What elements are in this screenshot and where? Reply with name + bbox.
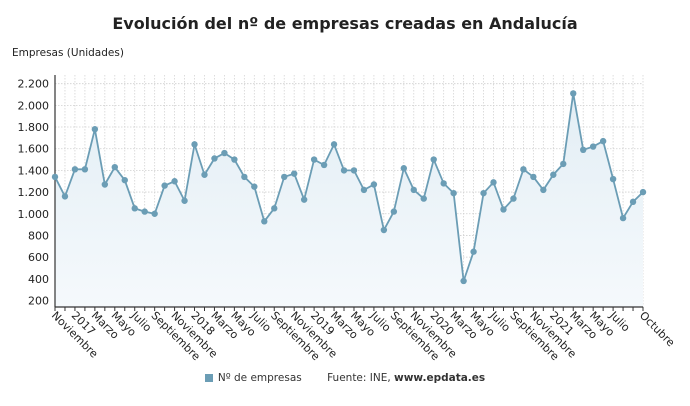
data-point [400, 165, 408, 172]
data-point [440, 180, 447, 187]
source-prefix: Fuente: INE, [327, 372, 395, 384]
data-point [221, 149, 228, 157]
data-point [181, 197, 188, 204]
data-point [450, 189, 457, 197]
data-point [211, 155, 218, 162]
data-point [390, 208, 398, 215]
y-tick-label: 800 [28, 229, 49, 242]
chart-title: Evolución del nº de empresas creadas en … [112, 14, 578, 33]
data-point [191, 141, 198, 148]
data-point [241, 173, 248, 181]
data-point [171, 178, 178, 185]
x-tick-label: Octubre [637, 309, 677, 349]
data-point [619, 214, 627, 222]
data-point [290, 170, 298, 177]
data-point [420, 195, 427, 202]
data-point [101, 181, 109, 188]
legend: Nº de empresas Fuente: INE, www.epdata.e… [0, 372, 690, 384]
data-point [161, 182, 168, 189]
source-text: Fuente: INE, www.epdata.es [327, 372, 485, 384]
data-point [81, 166, 89, 173]
data-point [510, 195, 517, 202]
data-point [490, 179, 497, 186]
data-point [410, 186, 417, 194]
data-point [550, 171, 557, 178]
source-site: www.epdata.es [394, 372, 486, 384]
data-point [480, 189, 487, 197]
data-point [340, 167, 348, 174]
legend-label: Nº de empresas [217, 372, 302, 384]
y-tick-label: 2.000 [18, 99, 50, 112]
data-point [570, 90, 577, 97]
data-point [131, 205, 138, 212]
data-point [500, 206, 507, 213]
data-point [520, 166, 527, 173]
y-tick-label: 2.200 [18, 78, 50, 91]
data-point [261, 218, 268, 225]
data-point [370, 181, 378, 188]
data-point [540, 186, 547, 194]
data-point [560, 160, 567, 168]
data-point [271, 205, 278, 212]
data-point [121, 176, 128, 184]
data-point [141, 208, 148, 215]
data-point [470, 248, 477, 255]
y-tick-label: 1.000 [18, 208, 50, 221]
data-point [71, 166, 79, 173]
area-fill [55, 93, 643, 308]
data-point [51, 173, 59, 181]
data-point [91, 126, 99, 133]
data-point [300, 196, 308, 203]
data-point [350, 167, 358, 174]
data-point [380, 226, 388, 234]
y-tick-label: 1.400 [18, 164, 50, 177]
data-point [580, 146, 587, 154]
y-tick-label: 1.600 [18, 143, 50, 156]
data-point [281, 173, 288, 181]
data-point [320, 161, 328, 169]
data-point [61, 193, 69, 200]
data-point [201, 171, 208, 178]
data-point [609, 175, 617, 183]
data-point [530, 173, 537, 181]
data-point [460, 277, 467, 285]
y-axis-label: Empresas (Unidades) [12, 47, 124, 59]
legend-swatch [204, 374, 213, 382]
y-tick-label: 400 [28, 273, 49, 286]
data-point [231, 156, 238, 163]
data-point [599, 137, 607, 145]
data-point [360, 186, 368, 194]
data-point [151, 210, 158, 217]
y-tick-label: 1.800 [18, 121, 50, 134]
data-point [589, 143, 597, 150]
data-point [430, 156, 437, 163]
data-point [111, 163, 118, 171]
y-tick-label: 600 [28, 251, 49, 264]
data-point [629, 198, 637, 206]
data-point [639, 188, 647, 196]
y-tick-label: 1.200 [18, 186, 50, 199]
data-point [330, 141, 338, 148]
data-point [310, 156, 318, 163]
data-point [251, 183, 258, 190]
y-tick-label: 200 [28, 294, 49, 307]
